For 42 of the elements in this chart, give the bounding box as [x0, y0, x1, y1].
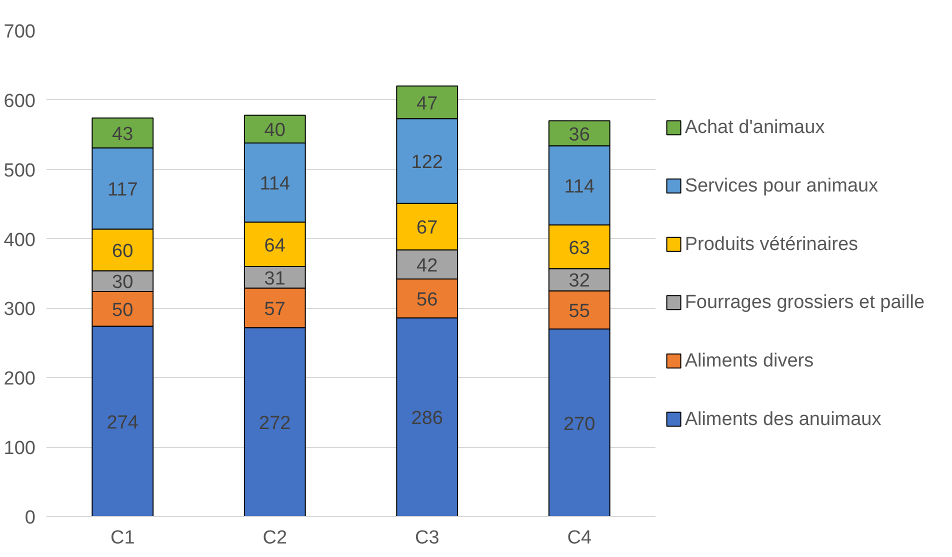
x-tick-label: C4 [567, 528, 592, 548]
legend-label: Achat d'animaux [684, 117, 826, 138]
data-label: 56 [416, 289, 438, 310]
x-tick-label: C3 [414, 528, 440, 548]
data-label: 122 [411, 152, 443, 174]
data-label: 67 [416, 218, 438, 239]
data-label: 43 [112, 124, 134, 145]
legend-label: Services pour animaux [684, 176, 879, 197]
legend-label: Aliments divers [684, 350, 814, 372]
legend-label: Aliments des anuimaux [684, 408, 882, 430]
data-label: 64 [264, 235, 286, 256]
data-label: 274 [106, 412, 139, 434]
data-label: 30 [112, 272, 134, 294]
data-label: 32 [568, 270, 590, 292]
data-label: 63 [568, 238, 590, 259]
data-label: 42 [416, 255, 438, 276]
y-tick-label: 100 [4, 438, 36, 460]
data-label: 272 [259, 413, 291, 434]
y-tick-label: 700 [4, 22, 36, 42]
y-tick-label: 400 [4, 230, 36, 251]
data-label: 50 [112, 300, 134, 321]
data-label: 55 [568, 300, 590, 322]
legend-label: Fourrages grossiers et paille [684, 292, 925, 314]
y-tick-label: 300 [4, 299, 36, 320]
data-label: 40 [264, 120, 286, 142]
y-tick-label: 500 [4, 160, 36, 182]
legend-label: Produits vétérinaires [684, 234, 858, 255]
data-label: 117 [107, 179, 138, 200]
y-tick-label: 200 [4, 368, 36, 390]
data-label: 31 [264, 268, 286, 290]
data-label: 57 [264, 298, 286, 320]
data-label: 47 [416, 93, 438, 114]
y-tick-label: 0 [24, 508, 36, 528]
data-label: 270 [564, 414, 596, 435]
data-label: 114 [564, 176, 595, 198]
data-label: 114 [260, 174, 290, 195]
data-label: 60 [112, 240, 134, 262]
x-tick-label: C2 [262, 528, 288, 548]
x-tick-label: C1 [110, 528, 135, 548]
data-label: 286 [411, 408, 443, 430]
data-label: 36 [568, 124, 590, 146]
y-tick-label: 600 [4, 90, 36, 112]
